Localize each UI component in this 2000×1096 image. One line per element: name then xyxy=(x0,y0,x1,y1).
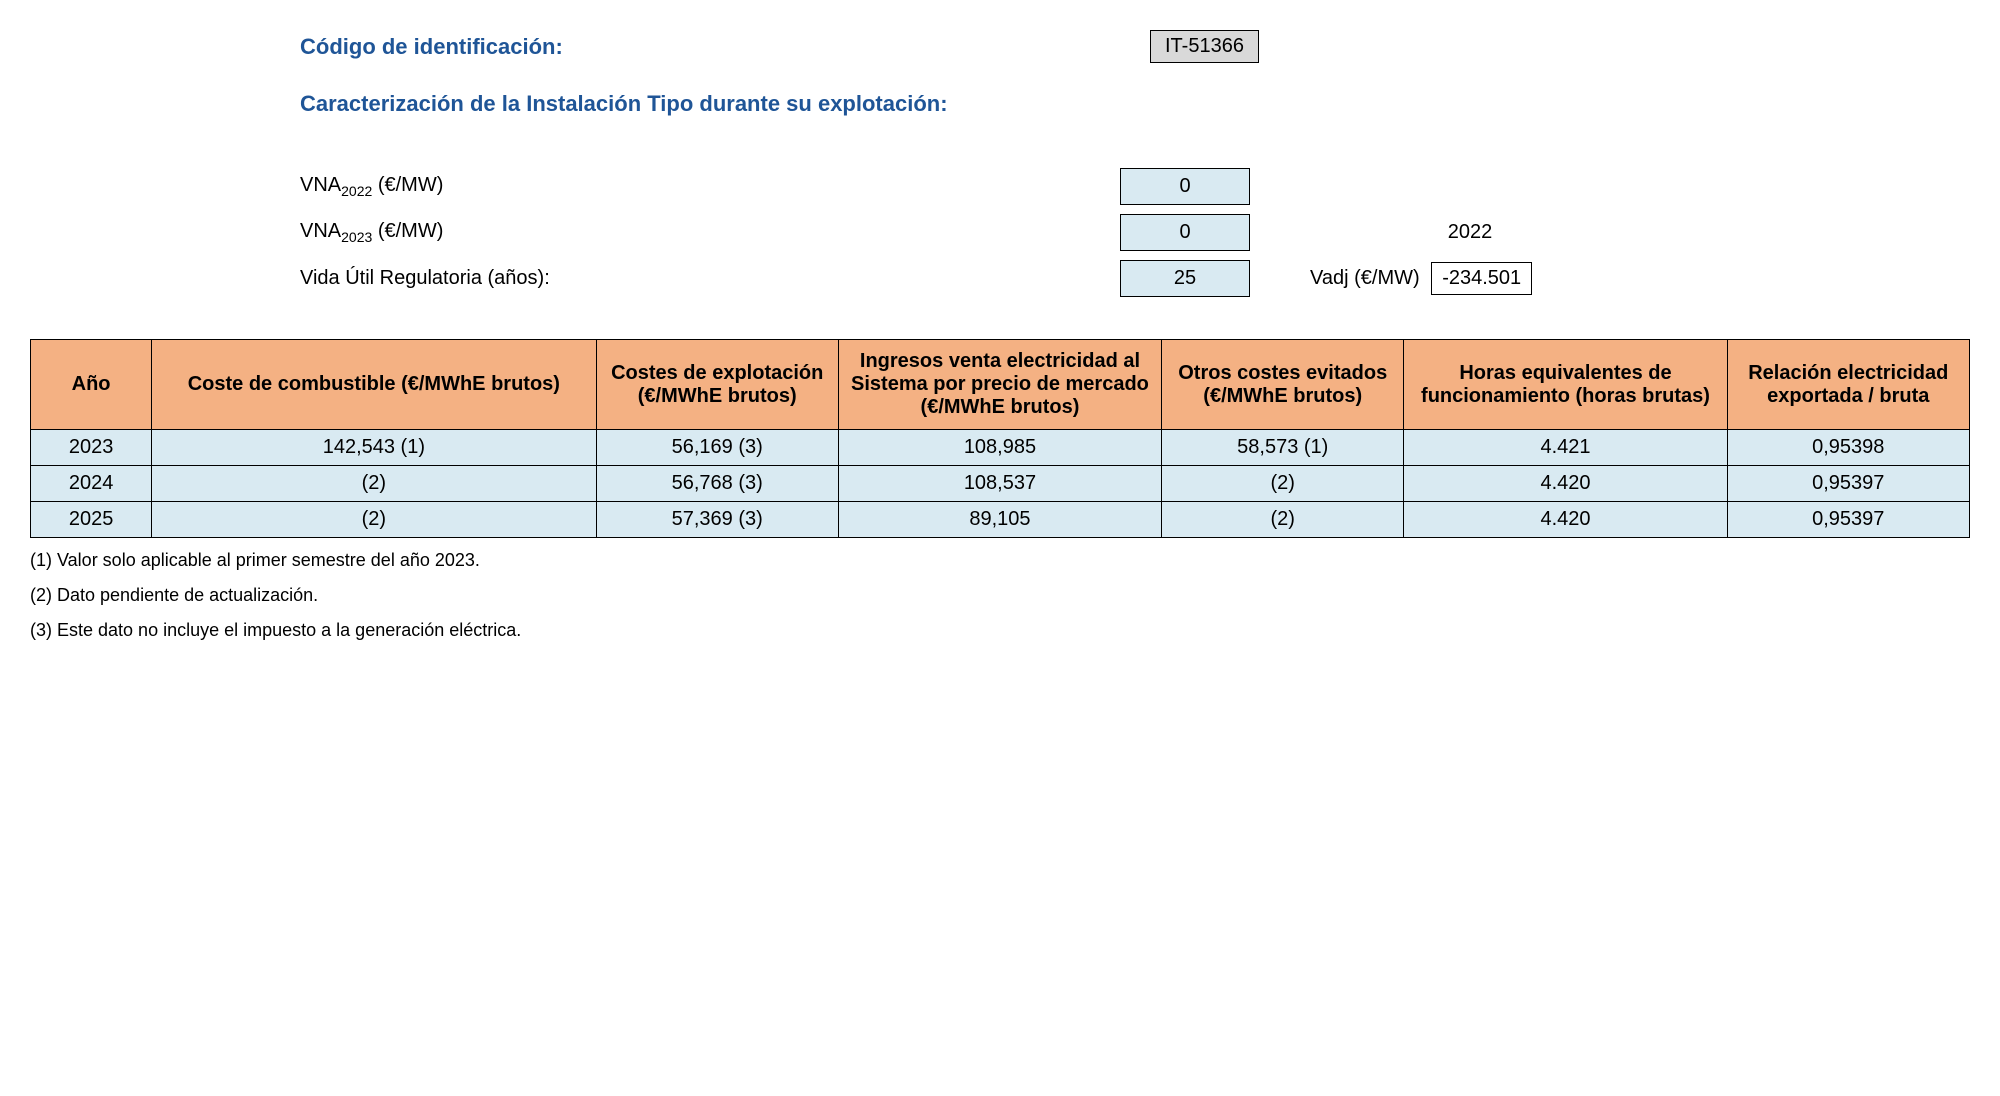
id-row: Código de identificación: IT-51366 xyxy=(300,30,1970,63)
vna2022-value: 0 xyxy=(1120,168,1250,205)
cell: 56,169 (3) xyxy=(596,430,838,466)
col-horas: Horas equivalentes de funcionamiento (ho… xyxy=(1404,340,1727,430)
cell: 108,985 xyxy=(838,430,1161,466)
cell: 56,768 (3) xyxy=(596,466,838,502)
id-label: Código de identificación: xyxy=(300,34,1150,60)
table-row: 2024 (2) 56,768 (3) 108,537 (2) 4.420 0,… xyxy=(31,466,1970,502)
vadj-label: Vadj (€/MW) xyxy=(1310,267,1420,289)
cell: 0,95397 xyxy=(1727,502,1969,538)
cell: 4.420 xyxy=(1404,502,1727,538)
vna2023-row: VNA2023 (€/MW) 0 2022 xyxy=(300,211,1970,253)
cell: 2023 xyxy=(31,430,152,466)
col-ingr: Ingresos venta electricidad al Sistema p… xyxy=(838,340,1161,430)
vadj-group: Vadj (€/MW) -234.501 xyxy=(1310,262,1532,295)
cell: 2025 xyxy=(31,502,152,538)
vna2022-post: (€/MW) xyxy=(372,174,443,196)
id-value-box: IT-51366 xyxy=(1150,30,1259,63)
table-body: 2023 142,543 (1) 56,169 (3) 108,985 58,5… xyxy=(31,430,1970,538)
caract-heading: Caracterización de la Instalación Tipo d… xyxy=(300,91,1970,117)
col-rel: Relación electricidad exportada / bruta xyxy=(1727,340,1969,430)
cell: (2) xyxy=(1162,502,1404,538)
vna2023-value: 0 xyxy=(1120,214,1250,251)
cell: 89,105 xyxy=(838,502,1161,538)
header-section: Código de identificación: IT-51366 Carac… xyxy=(300,30,1970,299)
vna2022-row: VNA2022 (€/MW) 0 xyxy=(300,165,1970,207)
col-ano: Año xyxy=(31,340,152,430)
cell: 4.420 xyxy=(1404,466,1727,502)
col-comb: Coste de combustible (€/MWhE brutos) xyxy=(152,340,596,430)
vna2022-label: VNA2022 (€/MW) xyxy=(300,174,1120,199)
vadj-value: -234.501 xyxy=(1431,262,1532,295)
table-row: 2023 142,543 (1) 56,169 (3) 108,985 58,5… xyxy=(31,430,1970,466)
vna2022-sub: 2022 xyxy=(341,183,372,199)
cell: 0,95398 xyxy=(1727,430,1969,466)
vna2023-post: (€/MW) xyxy=(372,220,443,242)
footnote-2: (2) Dato pendiente de actualización. xyxy=(30,585,1970,606)
cell: 58,573 (1) xyxy=(1162,430,1404,466)
cell: (2) xyxy=(152,466,596,502)
cell: (2) xyxy=(1162,466,1404,502)
year-right: 2022 xyxy=(1310,221,1630,244)
vna2023-label: VNA2023 (€/MW) xyxy=(300,220,1120,245)
vida-label: Vida Útil Regulatoria (años): xyxy=(300,267,1120,290)
col-expl: Costes de explotación (€/MWhE brutos) xyxy=(596,340,838,430)
data-table: Año Coste de combustible (€/MWhE brutos)… xyxy=(30,339,1970,538)
vna2022-pre: VNA xyxy=(300,174,341,196)
cell: 57,369 (3) xyxy=(596,502,838,538)
cell: 142,543 (1) xyxy=(152,430,596,466)
vna2023-pre: VNA xyxy=(300,220,341,242)
footnotes: (1) Valor solo aplicable al primer semes… xyxy=(30,550,1970,641)
cell: (2) xyxy=(152,502,596,538)
vida-value: 25 xyxy=(1120,260,1250,297)
table-header-row: Año Coste de combustible (€/MWhE brutos)… xyxy=(31,340,1970,430)
cell: 2024 xyxy=(31,466,152,502)
col-otros: Otros costes evitados (€/MWhE brutos) xyxy=(1162,340,1404,430)
vida-row: Vida Útil Regulatoria (años): 25 Vadj (€… xyxy=(300,257,1970,299)
footnote-1: (1) Valor solo aplicable al primer semes… xyxy=(30,550,1970,571)
table-row: 2025 (2) 57,369 (3) 89,105 (2) 4.420 0,9… xyxy=(31,502,1970,538)
cell: 108,537 xyxy=(838,466,1161,502)
vna2023-sub: 2023 xyxy=(341,229,372,245)
cell: 0,95397 xyxy=(1727,466,1969,502)
footnote-3: (3) Este dato no incluye el impuesto a l… xyxy=(30,620,1970,641)
cell: 4.421 xyxy=(1404,430,1727,466)
